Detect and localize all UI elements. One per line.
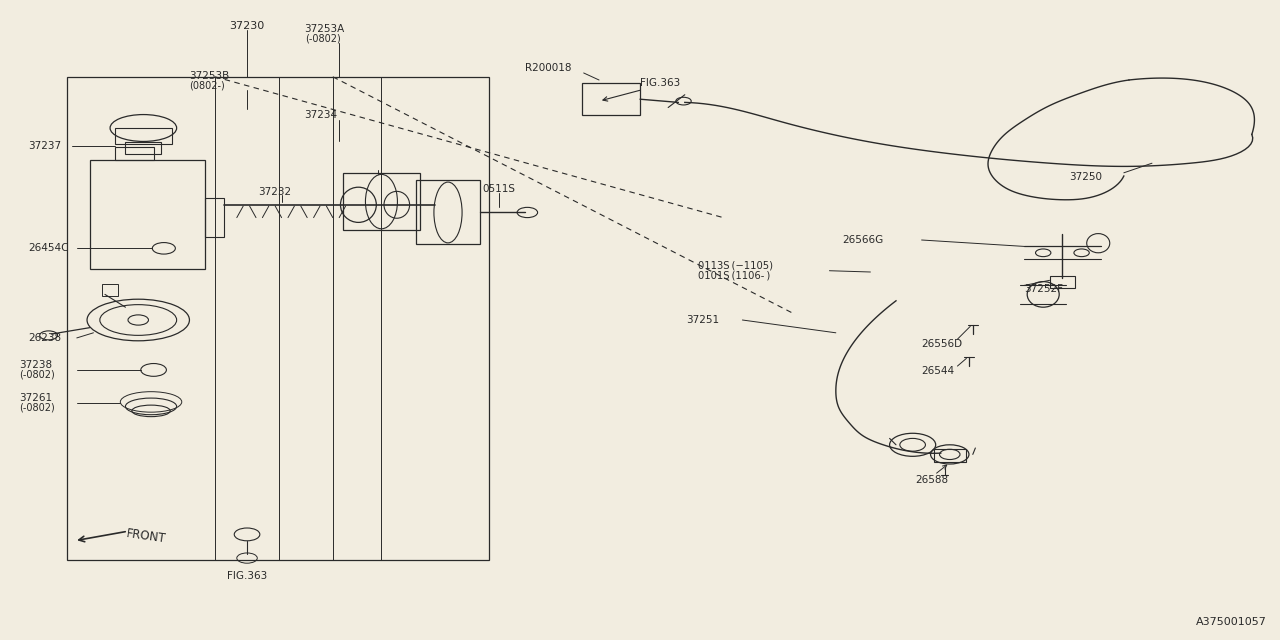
Text: 26566G: 26566G <box>842 235 883 245</box>
Text: 0101S (1106- ): 0101S (1106- ) <box>698 270 769 280</box>
Text: (-0802): (-0802) <box>305 33 340 44</box>
Text: 37253A: 37253A <box>305 24 344 34</box>
Bar <box>90 160 205 269</box>
Text: FRONT: FRONT <box>125 527 166 545</box>
Bar <box>102 284 118 296</box>
Text: 0113S (−1105): 0113S (−1105) <box>698 260 773 271</box>
Bar <box>416 180 480 244</box>
Bar <box>934 449 966 462</box>
Text: 37261: 37261 <box>19 393 52 403</box>
Text: 26556D: 26556D <box>922 339 963 349</box>
Text: 37232: 37232 <box>259 187 292 197</box>
Text: 26238: 26238 <box>28 333 61 343</box>
Text: 37251: 37251 <box>686 315 719 325</box>
Bar <box>67 77 489 560</box>
Text: A375001057: A375001057 <box>1197 617 1267 627</box>
Bar <box>343 173 420 230</box>
Text: 26544: 26544 <box>922 366 955 376</box>
Text: 37250: 37250 <box>1069 172 1102 182</box>
Text: 37237: 37237 <box>28 141 61 151</box>
Bar <box>115 128 172 144</box>
Text: 26588: 26588 <box>915 475 948 485</box>
Bar <box>125 142 161 154</box>
Text: FIG.363: FIG.363 <box>227 571 268 581</box>
Text: (-0802): (-0802) <box>19 403 55 413</box>
Text: FIG.363: FIG.363 <box>640 78 680 88</box>
Text: 0511S: 0511S <box>483 184 516 194</box>
Text: 37238: 37238 <box>19 360 52 370</box>
Text: 26454C: 26454C <box>28 243 69 253</box>
Text: 37252F: 37252F <box>1024 284 1062 294</box>
Text: 37253B: 37253B <box>189 70 229 81</box>
Text: R200018: R200018 <box>525 63 571 74</box>
Text: (-0802): (-0802) <box>19 369 55 380</box>
Text: 37234: 37234 <box>305 110 338 120</box>
Bar <box>115 147 154 160</box>
Bar <box>582 83 640 115</box>
Bar <box>205 198 224 237</box>
Text: 37230: 37230 <box>229 20 265 31</box>
Text: (0802-): (0802-) <box>189 80 225 90</box>
Bar <box>1050 276 1075 288</box>
